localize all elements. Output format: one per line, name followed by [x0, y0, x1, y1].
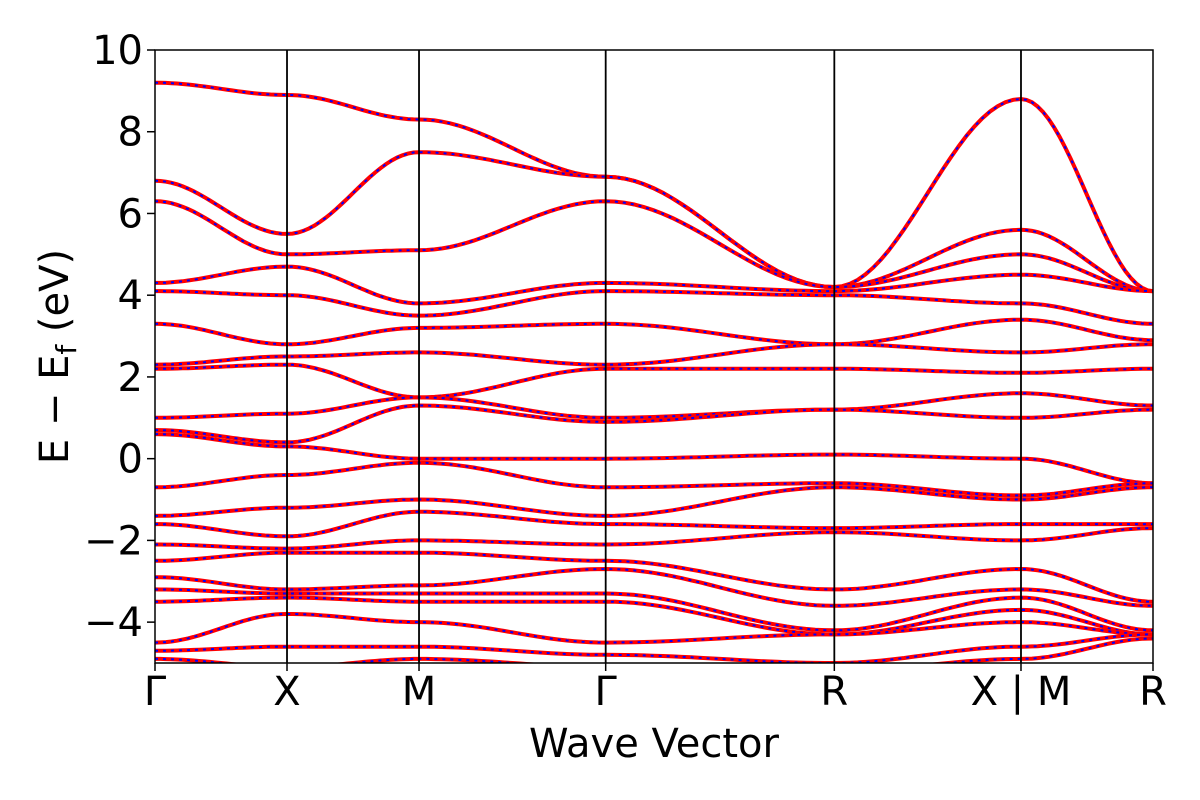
- x-tick-label: M: [402, 669, 437, 715]
- band-line-overlay-3: [155, 200, 1153, 293]
- x-axis-title: Wave Vector: [529, 721, 780, 767]
- y-tick-label: 10: [92, 28, 143, 74]
- x-tick-label: R: [820, 669, 848, 715]
- high-symmetry-lines: [286, 50, 1022, 663]
- y-tick-label: 8: [118, 110, 143, 156]
- x-tick-label: Γ: [595, 669, 618, 715]
- x-tick-label: X | M: [971, 669, 1072, 715]
- x-tick-label: R: [1139, 669, 1167, 715]
- band-line-20: [155, 612, 1153, 645]
- x-tick-label: X: [273, 669, 300, 715]
- band-line-13: [155, 485, 1153, 518]
- y-axis-title-main: E − E: [32, 355, 78, 465]
- x-tick-label: Γ: [144, 669, 167, 715]
- band-line-overlay-12: [155, 461, 1153, 497]
- band-line-overlay-20: [155, 613, 1153, 644]
- x-axis: Γ X M Γ R X | M R: [144, 663, 1167, 715]
- band-line-3: [155, 199, 1153, 294]
- y-axis: −4 −2 0 2 4 6 8 10: [84, 28, 155, 646]
- y-tick-label: 2: [118, 355, 143, 401]
- y-tick-label: 0: [118, 437, 143, 483]
- y-axis-title: E − Ef (eV): [32, 249, 83, 464]
- band-line-7: [155, 342, 1153, 367]
- y-tick-label: −4: [84, 600, 143, 646]
- band-line-9: [155, 391, 1153, 420]
- band-line-14: [155, 509, 1153, 539]
- y-axis-title-subscript: f: [50, 344, 83, 355]
- band-line-12: [155, 460, 1153, 498]
- band-line-6: [155, 317, 1153, 347]
- band-line-15: [155, 526, 1153, 551]
- y-tick-label: −2: [84, 518, 143, 564]
- y-axis-title-unit: (eV): [32, 249, 78, 345]
- bands-layer: [155, 80, 1153, 663]
- y-tick-label: 6: [118, 191, 143, 237]
- plot-frame: [154, 49, 1154, 664]
- band-line-overlay-6: [155, 318, 1153, 346]
- y-tick-label: 4: [118, 273, 143, 319]
